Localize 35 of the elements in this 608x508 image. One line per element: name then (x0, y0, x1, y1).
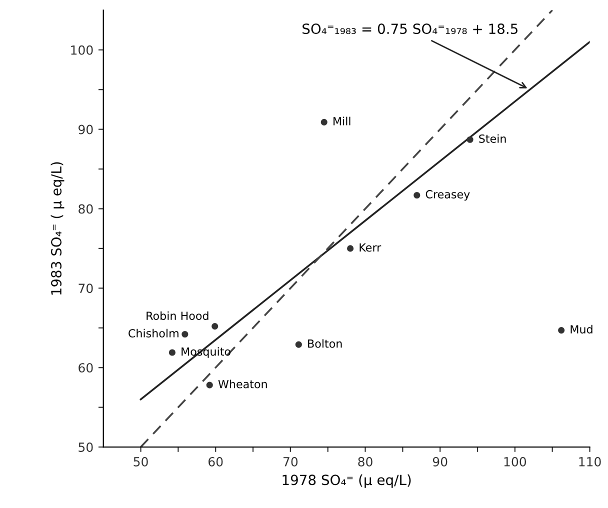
point (558, 326, 565, 334)
point (206, 382, 213, 388)
y-tick-label: 50 (78, 442, 93, 452)
annotation: SO₄⁼₁₉₈₃ = 0.75 SO₄⁼₁₉₇₈ + 18.5 (302, 24, 518, 34)
x-tick-label: 90 (432, 456, 448, 466)
y-tick-label: 90 (78, 124, 93, 134)
annotation: Wheaton (218, 380, 267, 388)
y-tick-label: 80 (78, 204, 93, 214)
x-tick-label: 100 (504, 456, 526, 466)
x-tick-label: 110 (579, 456, 601, 466)
y-tick-label: 70 (78, 284, 93, 294)
annotation: Mud (570, 324, 592, 334)
point (168, 349, 176, 356)
point (320, 118, 328, 126)
point (414, 192, 420, 199)
annotation: Kerr (360, 243, 382, 252)
x-tick-label: 80 (358, 456, 372, 466)
annotation: Stein (479, 134, 506, 143)
annotation: Bolton (308, 339, 342, 348)
x-tick-label: 60 (208, 456, 223, 466)
y-axis-title: 1983 SO₄⁼ ( μ eq/L) (50, 162, 64, 295)
point (212, 323, 218, 330)
annotation: Chisholm (128, 328, 178, 338)
annotation: Robin Hood (146, 311, 208, 320)
x-tick-label: 50 (134, 456, 148, 466)
y-tick-label: 60 (78, 363, 93, 373)
point (295, 341, 302, 348)
point (182, 330, 188, 338)
x-axis-title: 1978 SO₄⁼ (μ eq/L) (282, 474, 411, 488)
x-tick-label: 70 (284, 456, 298, 466)
y-tick-label: 100 (71, 45, 93, 55)
annotation: Mill (334, 116, 350, 126)
point (347, 245, 354, 252)
point (466, 136, 474, 143)
annotation: Creasey (426, 190, 470, 201)
